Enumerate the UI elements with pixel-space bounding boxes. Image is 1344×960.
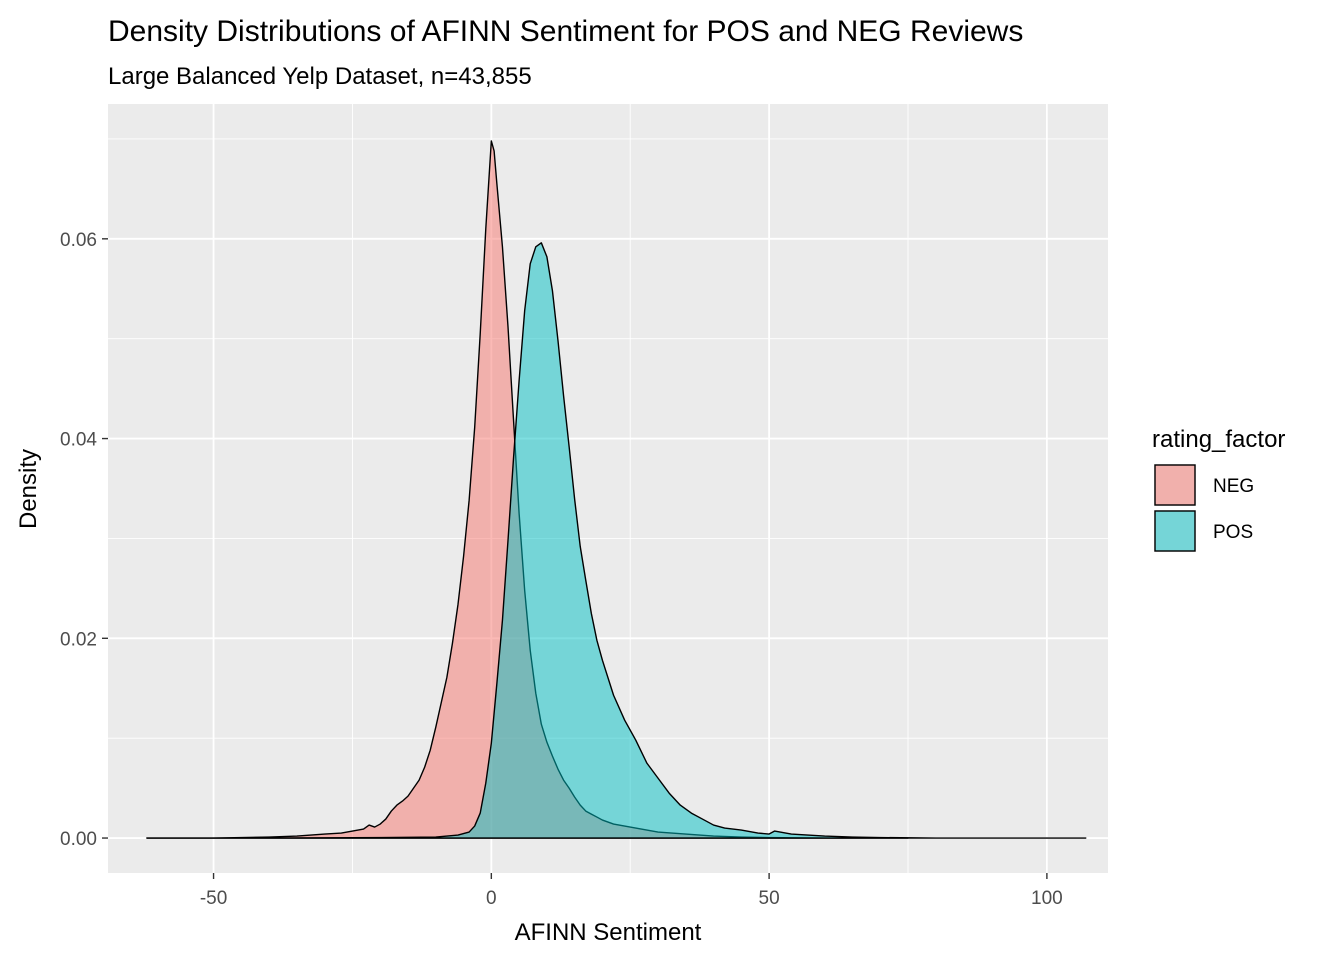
- density-area-pos: [146, 242, 1087, 839]
- legend: rating_factor NEG POS: [1152, 426, 1285, 552]
- y-tick-label: 0.06: [60, 230, 97, 251]
- y-tick-label: 0.04: [60, 430, 97, 451]
- legend-label-pos: POS: [1213, 522, 1253, 543]
- x-axis: -50 0 50 100: [200, 873, 1063, 909]
- x-tick-label: 0: [486, 888, 497, 909]
- density-areas: [146, 140, 1087, 839]
- legend-key-neg: [1154, 464, 1196, 506]
- legend-title: rating_factor: [1152, 426, 1285, 453]
- chart-subtitle: Large Balanced Yelp Dataset, n=43,855: [108, 63, 532, 90]
- y-tick-label: 0.00: [60, 829, 97, 850]
- legend-key-pos: [1154, 510, 1196, 552]
- y-axis: 0.00 0.02 0.04 0.06: [60, 230, 108, 850]
- y-tick-label: 0.02: [60, 629, 97, 650]
- x-tick-label: 100: [1031, 888, 1063, 909]
- y-axis-title: Density: [15, 449, 42, 529]
- legend-label-neg: NEG: [1213, 476, 1254, 497]
- chart-title: Density Distributions of AFINN Sentiment…: [108, 15, 1023, 48]
- x-axis-title: AFINN Sentiment: [515, 919, 702, 946]
- x-tick-label: -50: [200, 888, 227, 909]
- x-tick-label: 50: [759, 888, 780, 909]
